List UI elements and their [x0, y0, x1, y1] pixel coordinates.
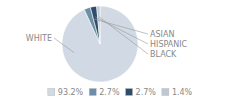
slice-label: HISPANIC — [150, 40, 188, 49]
legend-swatch — [126, 89, 133, 96]
legend-item: 2.7% — [89, 88, 120, 97]
slice-label: BLACK — [150, 50, 177, 59]
chart: WHITE ASIANHISPANICBLACK 93.2% 2.7% 2.7% 1.4% — [0, 0, 240, 100]
labels: WHITE ASIANHISPANICBLACK — [26, 17, 188, 59]
legend-swatch — [89, 89, 96, 96]
leader-line — [95, 17, 148, 44]
legend-item: 2.7% — [126, 88, 157, 97]
pie-slice — [90, 6, 100, 44]
legend-swatch — [48, 89, 55, 96]
legend-label: 1.4% — [172, 88, 193, 97]
legend-label: 2.7% — [136, 88, 157, 97]
legend: 93.2% 2.7% 2.7% 1.4% — [48, 88, 193, 97]
legend-item: 1.4% — [162, 88, 193, 97]
leader-line — [91, 18, 148, 34]
legend-item: 93.2% — [48, 88, 84, 97]
slice-label: WHITE — [26, 34, 52, 43]
leader-line — [54, 38, 74, 53]
leader-line — [99, 17, 148, 54]
legend-label: 2.7% — [99, 88, 120, 97]
slice-label: ASIAN — [150, 30, 174, 39]
pie-slice — [97, 6, 100, 44]
legend-label: 93.2% — [58, 88, 84, 97]
legend-swatch — [162, 89, 169, 96]
